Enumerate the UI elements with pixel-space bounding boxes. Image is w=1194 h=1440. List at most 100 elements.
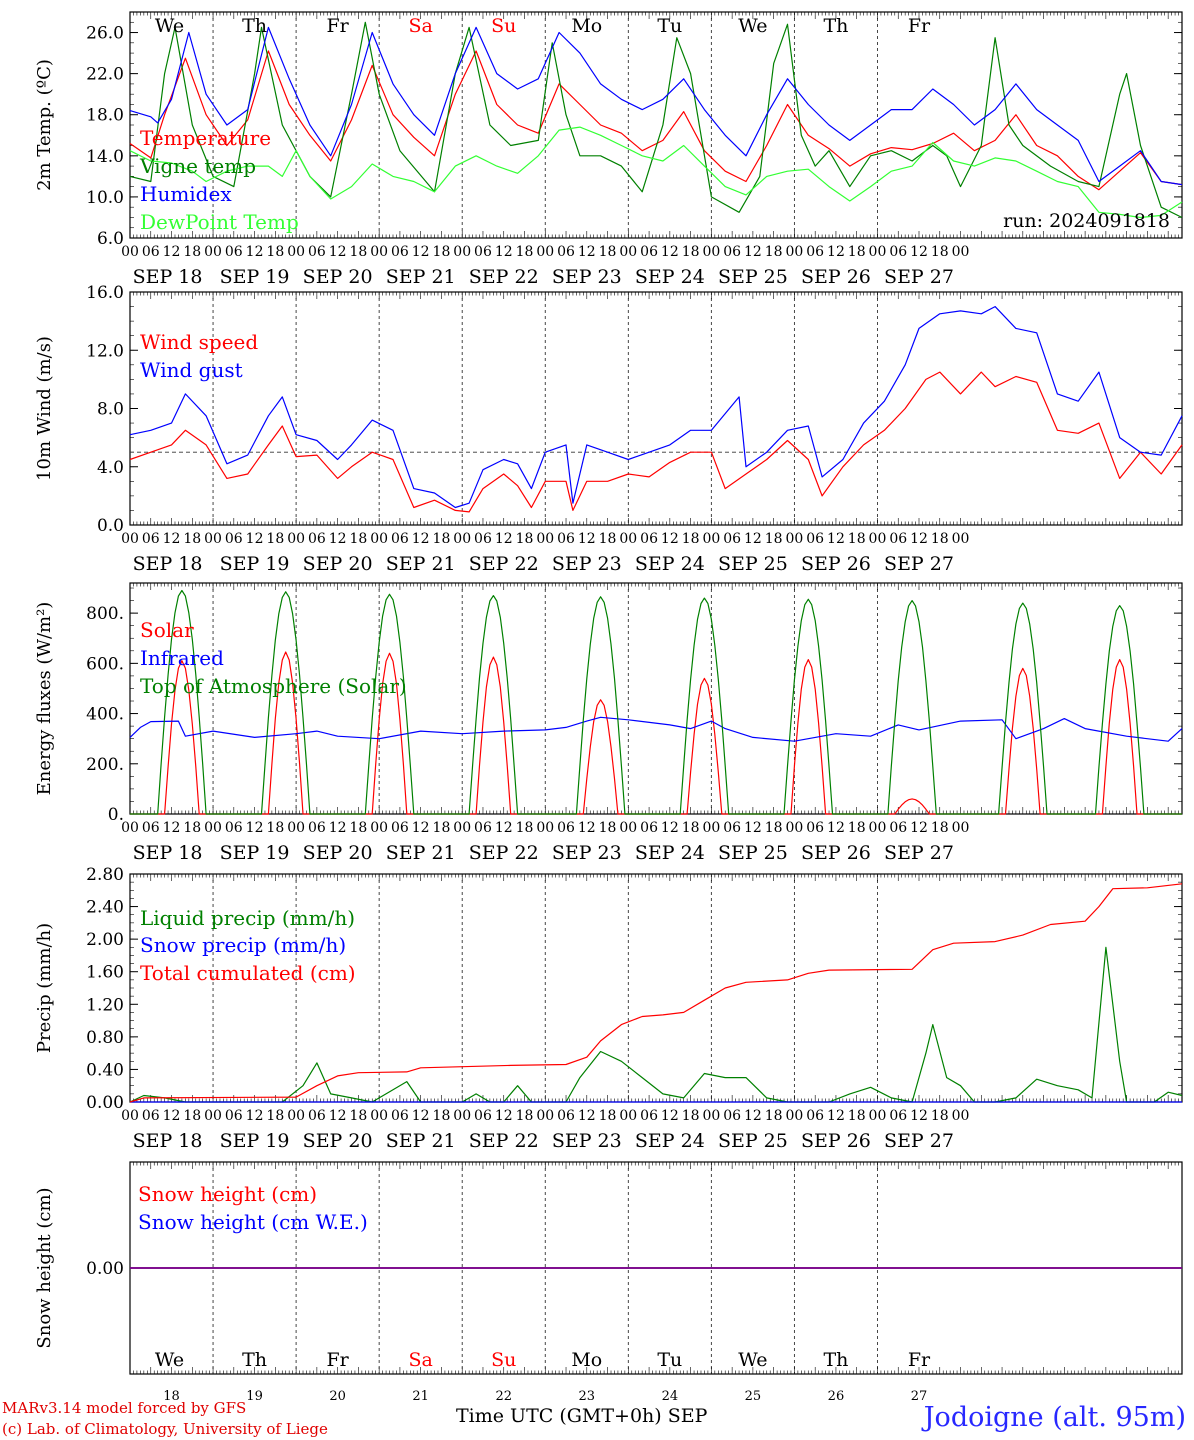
hour-label: 00 [453,531,471,547]
hour-label: 00 [786,244,804,260]
hour-label: 12 [163,1108,181,1124]
hour-label: 12 [827,531,845,547]
hour-label: 12 [163,531,181,547]
series-line [129,50,1183,191]
hour-label: 18 [682,531,700,547]
y-tick-label: 400. [86,705,124,725]
legend-entry: Total cumulated (cm) [140,961,356,985]
hour-label: 06 [142,244,160,260]
hour-label: 12 [163,820,181,836]
hour-label: 00 [204,820,222,836]
date-label: SEP 26 [801,266,871,288]
y-tick-label: 0.0 [97,516,124,536]
y-tick-label: 200. [86,755,124,775]
hour-label: 00 [121,820,139,836]
hour-label: 12 [412,244,430,260]
series-line [129,21,1183,219]
legend-entry: Snow height (cm W.E.) [138,1210,368,1234]
y-tick-label: 8.0 [97,400,124,420]
legend-entry: Snow precip (mm/h) [140,933,346,957]
hour-label: 12 [661,1108,679,1124]
hour-label: 06 [640,531,658,547]
hour-label: 12 [246,244,264,260]
date-label: SEP 20 [303,1130,373,1152]
hour-label: 06 [806,531,824,547]
y-axis-label: 10m Wind (m/s) [34,336,55,481]
hour-label: 00 [453,244,471,260]
hour-label: 00 [536,820,554,836]
hour-label: 18 [266,1108,284,1124]
legend-entry: Temperature [140,126,271,150]
y-tick-label: 2.00 [86,930,124,950]
y-axis-label: Energy fluxes (W/m²) [34,602,55,796]
y-tick-label: 0.00 [86,1093,124,1113]
date-label: SEP 25 [718,1130,788,1152]
weekday-label: Th [823,15,848,37]
hour-label: 06 [806,244,824,260]
weekday-label: Tu [657,15,682,37]
date-label: SEP 24 [635,1130,705,1152]
hour-label: 18 [349,820,367,836]
hour-label: 12 [661,244,679,260]
hour-label: 06 [640,1108,658,1124]
date-label: SEP 26 [801,1130,871,1152]
day-number-label: 25 [745,1389,762,1404]
hour-label: 18 [599,820,617,836]
date-label: SEP 19 [220,842,290,864]
hour-label: 18 [765,244,783,260]
date-label: SEP 27 [884,266,954,288]
hour-label: 12 [495,244,513,260]
hour-label: 18 [848,1108,866,1124]
date-label: SEP 22 [469,553,539,575]
hour-label: 18 [516,820,534,836]
hour-label: 06 [557,820,575,836]
hour-label: 00 [287,531,305,547]
hour-label: 06 [557,244,575,260]
date-label: SEP 19 [220,553,290,575]
y-tick-label: 2.80 [86,865,124,885]
hour-label: 06 [225,531,243,547]
hour-label: 06 [142,531,160,547]
hour-label: 00 [952,531,970,547]
hour-label: 06 [391,531,409,547]
y-axis-label: 2m Temp. (ºC) [34,59,55,191]
series-line [129,306,1183,509]
hour-label: 00 [204,531,222,547]
hour-label: 00 [869,531,887,547]
hour-label: 12 [744,531,762,547]
hour-label: 18 [433,820,451,836]
y-tick-label: 0.40 [86,1060,124,1080]
hour-label: 06 [889,244,907,260]
y-tick-label: 0.80 [86,1028,124,1048]
day-number-label: 23 [579,1389,596,1404]
hour-label: 00 [786,531,804,547]
date-label: SEP 22 [469,1130,539,1152]
hour-label: 12 [412,531,430,547]
y-tick-label: 2.40 [86,898,124,918]
hour-label: 18 [765,820,783,836]
hour-label: 18 [848,531,866,547]
hour-label: 12 [412,820,430,836]
run-label: run: 2024091818 [1003,210,1170,232]
panel-3 [129,582,1183,815]
series-line [129,883,1183,1103]
date-label: SEP 20 [303,266,373,288]
series-line [129,26,1183,186]
hour-label: 12 [163,244,181,260]
weekday-label: We [738,1349,767,1371]
hour-label: 06 [391,1108,409,1124]
hour-label: 12 [578,820,596,836]
hour-label: 18 [848,820,866,836]
date-label: SEP 21 [386,1130,456,1152]
hour-label: 00 [619,531,637,547]
series-line [130,589,1182,815]
y-axis-label: Precip (mm/h) [34,923,55,1053]
hour-label: 06 [889,531,907,547]
y-tick-label: 0.00 [86,1259,124,1279]
hour-label: 06 [391,820,409,836]
hour-label: 06 [391,244,409,260]
y-tick-label: 1.60 [86,963,124,983]
hour-label: 12 [412,1108,430,1124]
hour-label: 18 [433,531,451,547]
date-label: SEP 23 [552,842,622,864]
